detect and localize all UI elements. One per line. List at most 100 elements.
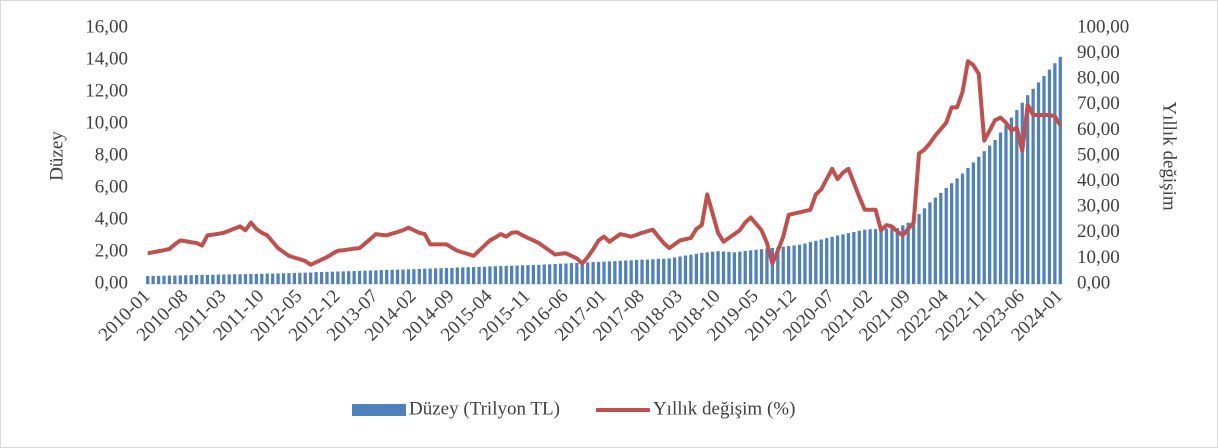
bar (472, 267, 476, 284)
bar (488, 266, 492, 284)
bar (319, 272, 324, 284)
bar (455, 267, 459, 284)
bar (325, 271, 329, 284)
legend-label: Yıllık değişim (%) (653, 398, 795, 419)
legend-label: Düzey (Trilyon TL) (409, 398, 560, 419)
bar (977, 156, 981, 284)
y-tick-label: 14,00 (85, 48, 128, 69)
bar (542, 264, 546, 284)
bar (781, 246, 785, 284)
bar (1009, 117, 1014, 284)
bar (613, 261, 617, 284)
bar (298, 272, 302, 284)
bar (390, 269, 394, 284)
bar (450, 267, 454, 284)
bar (749, 250, 753, 284)
bar (428, 268, 432, 284)
bar (922, 208, 927, 284)
bar (466, 267, 470, 284)
bar (727, 252, 731, 284)
bar (287, 273, 291, 284)
bar (928, 202, 932, 284)
y2-tick-label: 40,00 (1077, 170, 1120, 191)
bar (939, 192, 943, 284)
bar (156, 275, 161, 284)
bar (890, 228, 894, 284)
bar (374, 270, 378, 284)
bar (884, 228, 889, 284)
bar (738, 251, 742, 284)
bar (461, 267, 465, 284)
bar (895, 228, 899, 284)
bar (754, 249, 758, 284)
bar (238, 274, 242, 284)
bar (1042, 76, 1046, 284)
bar (819, 239, 823, 284)
bar (341, 271, 345, 284)
bar (993, 140, 997, 284)
bar (276, 273, 280, 284)
y-tick-label: 6,00 (95, 176, 128, 197)
y2-tick-label: 30,00 (1077, 196, 1120, 217)
y-tick-label: 4,00 (95, 208, 128, 229)
bar (917, 214, 921, 284)
bar (835, 235, 840, 284)
bar (336, 271, 340, 284)
bar (607, 261, 612, 284)
bar (249, 273, 253, 284)
y2-tick-label: 90,00 (1077, 42, 1120, 63)
bar (243, 274, 248, 284)
bar (194, 275, 199, 284)
bar (667, 258, 671, 284)
bar (515, 265, 519, 284)
y-tick-label: 0,00 (95, 272, 128, 293)
bar (776, 247, 780, 284)
bar (564, 263, 568, 284)
y2-tick-label: 60,00 (1077, 119, 1120, 140)
bar (683, 255, 688, 284)
y-tick-label: 10,00 (85, 112, 128, 133)
bar (553, 264, 557, 284)
y2-tick-label: 50,00 (1077, 144, 1120, 165)
bar (955, 178, 959, 284)
bar (998, 132, 1003, 284)
bar (254, 273, 258, 284)
bar (982, 151, 986, 284)
bar (759, 249, 764, 284)
bar (363, 270, 367, 284)
bar (569, 263, 574, 284)
y2-tick-label: 10,00 (1077, 247, 1120, 268)
y2-tick-label: 100,00 (1077, 16, 1129, 37)
bar (711, 251, 715, 284)
bar (412, 269, 416, 284)
bar (385, 269, 389, 284)
bar (863, 229, 867, 284)
bar (640, 259, 644, 284)
bar (531, 264, 536, 284)
bar (634, 260, 639, 284)
bar (705, 252, 709, 284)
y2-tick-label: 20,00 (1077, 221, 1120, 242)
bar (1004, 125, 1008, 285)
bar (558, 263, 563, 284)
bar (184, 275, 188, 284)
bar (352, 271, 356, 284)
bar (167, 275, 172, 284)
bar (1020, 102, 1024, 284)
bar (510, 265, 514, 284)
bar (200, 274, 204, 284)
bar (944, 188, 948, 284)
bar (1015, 110, 1019, 284)
bar (423, 268, 427, 284)
bar (846, 233, 851, 284)
y-tick-label: 12,00 (85, 80, 128, 101)
bar (205, 274, 210, 284)
bar (395, 269, 400, 284)
bar (303, 272, 307, 284)
bar (477, 266, 481, 284)
bar (830, 236, 834, 284)
bar (689, 254, 693, 284)
bar (971, 162, 976, 284)
bar (808, 242, 813, 284)
